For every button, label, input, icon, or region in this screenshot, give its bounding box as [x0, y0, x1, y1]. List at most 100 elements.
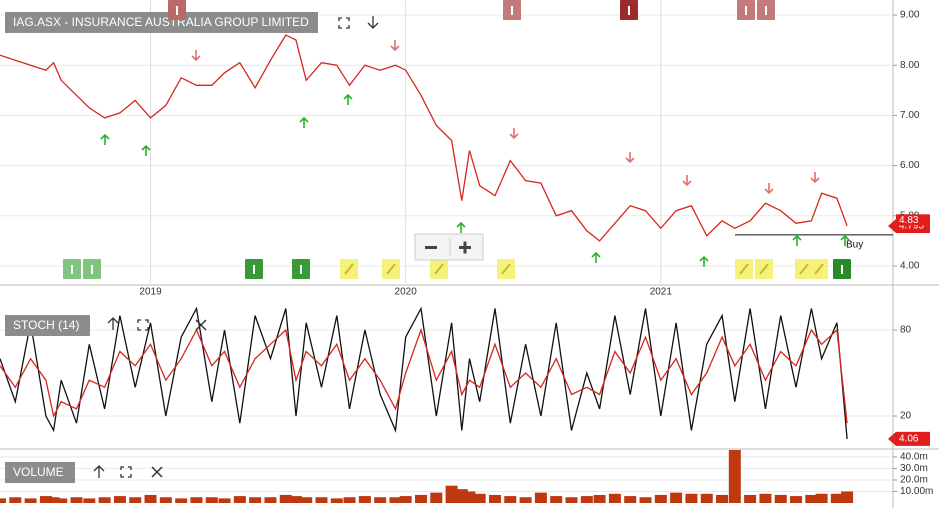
volume-bar: [358, 496, 371, 503]
x-tick-label: 2021: [650, 287, 673, 298]
sell-arrow: [810, 172, 820, 184]
sell-arrow: [764, 183, 774, 195]
buy-arrow: [840, 234, 850, 246]
volume-bar: [593, 494, 606, 503]
expand-icon: [338, 17, 350, 29]
sell-arrow: [625, 152, 635, 164]
event-marker-glyph: [765, 6, 767, 15]
volume-bar: [519, 497, 532, 503]
volume-bar: [685, 493, 698, 503]
volume-bar: [343, 497, 356, 503]
volume-bar: [315, 497, 328, 503]
y-tick-label: 7.00: [900, 110, 920, 121]
volume-bar: [473, 493, 486, 503]
volume-bar: [728, 450, 741, 503]
event-marker-glyph: [71, 265, 73, 274]
volume-bar: [624, 496, 637, 503]
move-up-icon: [107, 317, 119, 330]
series-line: [0, 327, 848, 424]
panel-title: STOCH (14): [13, 318, 79, 332]
volume-bar: [218, 498, 231, 503]
title-box: [5, 12, 318, 33]
y-tick-label: 20.0m: [900, 475, 928, 486]
volume-bar: [815, 493, 828, 503]
value-tag-label: 4.795: [899, 221, 924, 232]
y-tick-label: 8.00: [900, 60, 920, 71]
volume-bar: [9, 497, 22, 503]
sell-arrow: [191, 50, 201, 62]
event-marker-glyph: [841, 265, 843, 274]
volume-bar: [249, 497, 262, 503]
volume-bar: [83, 498, 96, 503]
volume-bar: [759, 493, 772, 503]
ma-tag: [896, 214, 930, 226]
note-marker-glyph: [799, 263, 809, 275]
y-tick-label: 4.00: [900, 261, 920, 272]
volume-bar: [414, 494, 427, 503]
expand-icon: [120, 466, 132, 478]
expand-icon: [137, 319, 149, 331]
buy-arrow: [141, 144, 151, 156]
volume-bar: [608, 493, 621, 503]
y-tick-label: 6.00: [900, 160, 920, 171]
event-marker-glyph: [253, 265, 255, 274]
volume-bar: [445, 485, 458, 503]
close-icon: [195, 319, 207, 331]
volume-bar: [716, 494, 729, 503]
volume-bar: [24, 498, 37, 503]
move-up-icon: [93, 465, 105, 478]
series-line: [0, 306, 848, 439]
volume-bar: [399, 496, 412, 503]
y-tick-label: 80: [900, 325, 912, 336]
volume-bar: [774, 494, 787, 503]
buy-arrow: [100, 133, 110, 145]
buy-arrow: [792, 234, 802, 246]
volume-bar: [389, 497, 402, 503]
move-down-icon: [367, 16, 379, 29]
volume-bar: [565, 497, 578, 503]
volume-bar: [700, 493, 713, 503]
volume-bar: [805, 494, 818, 503]
volume-bar: [300, 497, 313, 503]
zoom-in[interactable]: [463, 241, 467, 254]
x-tick-label: 2019: [139, 287, 162, 298]
volume-bar: [70, 497, 83, 503]
note-marker-glyph: [739, 263, 749, 275]
annotation-label: Buy: [846, 239, 863, 250]
note-marker-glyph: [814, 263, 824, 275]
event-marker-glyph: [176, 6, 178, 15]
note-marker-glyph: [501, 263, 511, 275]
sell-arrow: [682, 175, 692, 187]
title-box: [5, 315, 90, 336]
volume-bar: [639, 497, 652, 503]
volume-bar: [233, 496, 246, 503]
volume-bar: [790, 496, 803, 503]
y-tick-label: 9.00: [900, 10, 920, 21]
volume-bar: [205, 497, 218, 503]
buy-arrow: [456, 221, 466, 233]
zoom-out[interactable]: [425, 246, 437, 249]
volume-bar: [550, 496, 563, 503]
volume-bar: [144, 494, 157, 503]
ma-tag-label: 4.83: [899, 215, 919, 226]
title-box: [5, 462, 75, 483]
volume-bar: [830, 493, 843, 503]
volume-bar: [98, 497, 111, 503]
event-marker-glyph: [91, 265, 93, 274]
event-marker-glyph: [511, 6, 513, 15]
buy-arrow: [299, 116, 309, 128]
buy-arrow: [343, 93, 353, 105]
volume-bar: [0, 498, 6, 503]
panel: 4.005.006.007.008.009.00201920202021IAG.…: [0, 0, 930, 298]
volume-bar: [670, 492, 683, 503]
volume-bar: [47, 497, 60, 503]
volume-bar: [129, 497, 142, 503]
volume-bar: [330, 498, 343, 503]
event-marker-glyph: [628, 6, 630, 15]
volume-bar: [374, 497, 387, 503]
volume-bar: [289, 496, 302, 503]
volume-bar: [744, 494, 757, 503]
note-marker-glyph: [386, 263, 396, 275]
